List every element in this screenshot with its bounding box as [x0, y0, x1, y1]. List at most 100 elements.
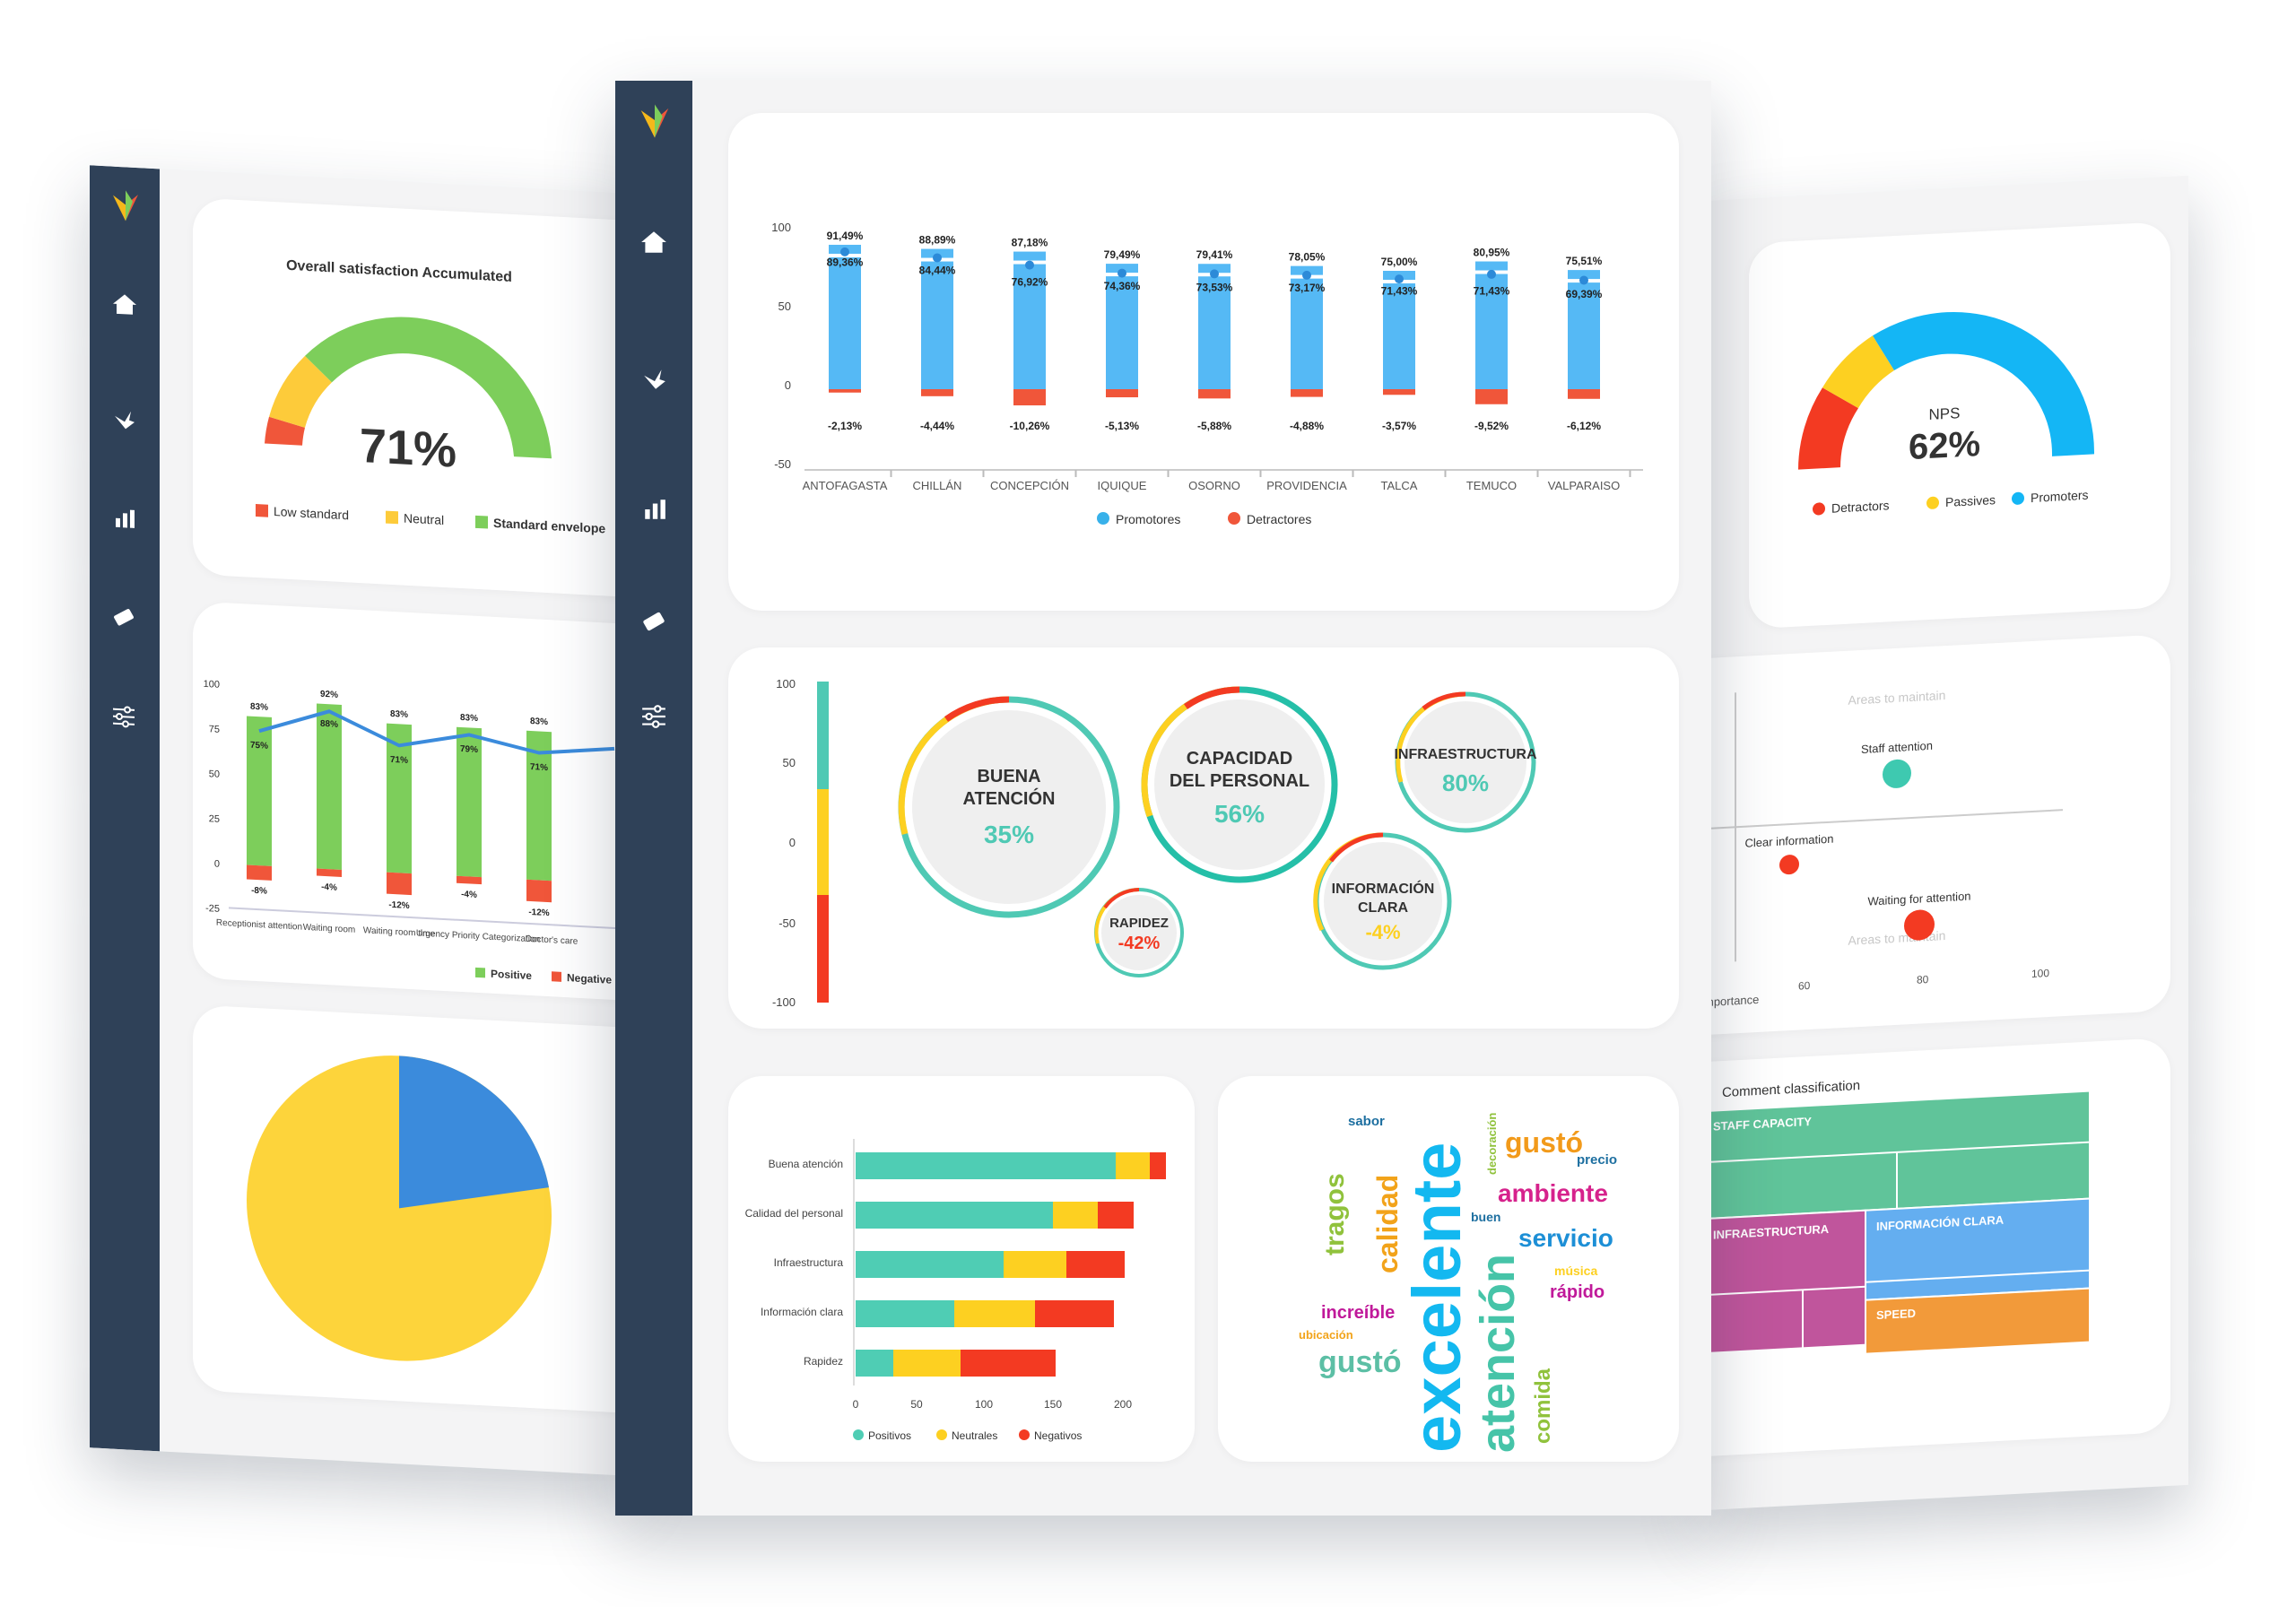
satisfaction-legend-low: Low standard [274, 504, 349, 522]
promoter-bar [1568, 270, 1600, 389]
sliders-icon[interactable] [111, 705, 136, 729]
city-label: ANTOFAGASTA [803, 479, 888, 492]
bar-chart-icon[interactable] [642, 498, 667, 521]
quadrant-x-tick: 80 [1917, 973, 1929, 986]
logo-icon[interactable] [633, 99, 676, 142]
y-tick: -100 [772, 995, 796, 1009]
hbar-rows [856, 1152, 1166, 1377]
quadrant-point-label: Staff attention [1861, 739, 1933, 756]
y-tick: 0 [789, 836, 796, 849]
line-label: 71% [390, 755, 408, 766]
quadrant-point [1904, 909, 1935, 941]
bird-icon[interactable] [642, 368, 667, 391]
detractor-bar [1568, 389, 1600, 399]
quadrant-point [1883, 759, 1911, 788]
category-label: Waiting room [303, 923, 356, 935]
nps-marker [1118, 268, 1126, 278]
quadrant-point [1779, 855, 1799, 875]
category-label: Urgency Priority Categorization [416, 928, 540, 944]
detractor-label: -3,57% [1382, 420, 1416, 432]
bubble-informacion-clara: INFORMACIÓN CLARA -4% [1313, 832, 1452, 970]
legend-positive: Positive [491, 968, 532, 982]
line-label: 71% [530, 762, 548, 773]
word: gustó [1318, 1345, 1402, 1379]
bar-group [247, 703, 552, 903]
home-icon[interactable] [111, 292, 138, 317]
hbar-legend-positivos: Positivos [868, 1429, 911, 1442]
hbar-category: Buena atención [769, 1158, 843, 1170]
svg-text:INFORMACIÓN: INFORMACIÓN [1332, 880, 1435, 897]
y-tick: -50 [774, 457, 791, 471]
promoter-label: 80,95% [1474, 247, 1510, 259]
negative-label: -12% [388, 900, 409, 911]
bird-icon[interactable] [113, 409, 136, 431]
negative-label: -8% [251, 886, 267, 897]
word: gustó [1505, 1126, 1583, 1159]
detractor-bar [1106, 389, 1138, 398]
ticket-icon[interactable] [111, 606, 136, 629]
treemap-label-staff: STAFF CAPACITY [1713, 1115, 1812, 1134]
svg-text:56%: 56% [1214, 800, 1265, 828]
promoter-bar [921, 248, 953, 389]
quadrant-top-label: Areas to maintain [1848, 688, 1946, 708]
nps-marker [933, 253, 942, 263]
svg-text:BUENA: BUENA [977, 767, 1040, 786]
line-label: 75% [250, 741, 268, 751]
nps-label: 71,43% [1474, 284, 1510, 297]
attention-bar-chart: 100 75 50 25 0 -25 83% 92% 83% 83% [204, 679, 628, 986]
hbar-x-tick: 50 [910, 1398, 923, 1411]
word: precio [1577, 1152, 1617, 1168]
quadrant-point-label: Waiting for attention [1867, 890, 1970, 908]
nps-marker [1210, 269, 1219, 279]
logo-icon[interactable] [106, 184, 145, 225]
nps-legend-detractors: Detractors [1831, 498, 1890, 515]
positive-label: 83% [460, 713, 478, 724]
treemap-label-infra: INFRAESTRUCTURA [1713, 1222, 1830, 1242]
positive-label: 83% [250, 702, 268, 713]
svg-text:RAPIDEZ: RAPIDEZ [1109, 916, 1169, 931]
treemap-title: Comment classification [1722, 1078, 1860, 1100]
svg-text:INFRAESTRUCTURA: INFRAESTRUCTURA [1394, 747, 1537, 762]
quadrant-card: Areas to maintain Areas to maintain Staf… [1704, 633, 2170, 1036]
promoter-label: 79,49% [1104, 248, 1141, 261]
left-dashboard-screen: Overall satisfaction Accumulated 71% Low… [90, 165, 628, 1476]
y-tick: 100 [771, 221, 791, 234]
main-sidebar [615, 81, 692, 1516]
home-icon[interactable] [639, 230, 668, 255]
satisfaction-value: 71% [360, 419, 457, 478]
pie-chart [247, 1055, 552, 1361]
nps-label: 71,43% [1381, 284, 1418, 297]
word: buen [1471, 1210, 1500, 1224]
hbar-x-tick: 0 [853, 1398, 859, 1411]
detractor-label: -6,12% [1567, 420, 1601, 432]
category-label: Receptionist attention [216, 918, 302, 933]
nps-card: NPS 62% Detractors Passives Promoters [1749, 221, 2170, 630]
sliders-icon[interactable] [640, 704, 667, 729]
hbar-card: Buena atención Calidad del personal Infr… [728, 1076, 1195, 1462]
city-label: TEMUCO [1466, 479, 1517, 492]
ticket-icon[interactable] [640, 610, 667, 633]
nps-marker [840, 247, 849, 256]
svg-text:80%: 80% [1442, 769, 1489, 796]
promoter-label: 79,41% [1196, 248, 1233, 261]
city-label: CONCEPCIÓN [990, 479, 1069, 492]
word: increíble [1321, 1303, 1395, 1323]
satisfaction-legend-neutral: Neutral [404, 511, 444, 527]
bar-chart-icon[interactable] [113, 508, 136, 530]
detractor-bar [1475, 389, 1508, 404]
promoter-bar [1383, 271, 1415, 389]
promoter-label: 87,18% [1012, 237, 1048, 249]
treemap-label-info: INFORMACIÓN CLARA [1876, 1213, 2005, 1233]
promoter-bar [1106, 264, 1138, 389]
legend-detractores: Detractores [1247, 512, 1311, 526]
nps-label: 89,36% [827, 256, 864, 269]
quadrant-point-label: Clear information [1745, 832, 1834, 850]
positive-label: 92% [320, 690, 338, 700]
city-label: VALPARAISO [1548, 479, 1620, 492]
quadrant-x-tick: 100 [2031, 967, 2049, 980]
word: sabor [1348, 1114, 1385, 1129]
y-tick: 50 [209, 769, 220, 780]
promoter-bar [1198, 264, 1231, 389]
y-tick: -25 [205, 903, 220, 915]
word: rápido [1550, 1282, 1605, 1302]
